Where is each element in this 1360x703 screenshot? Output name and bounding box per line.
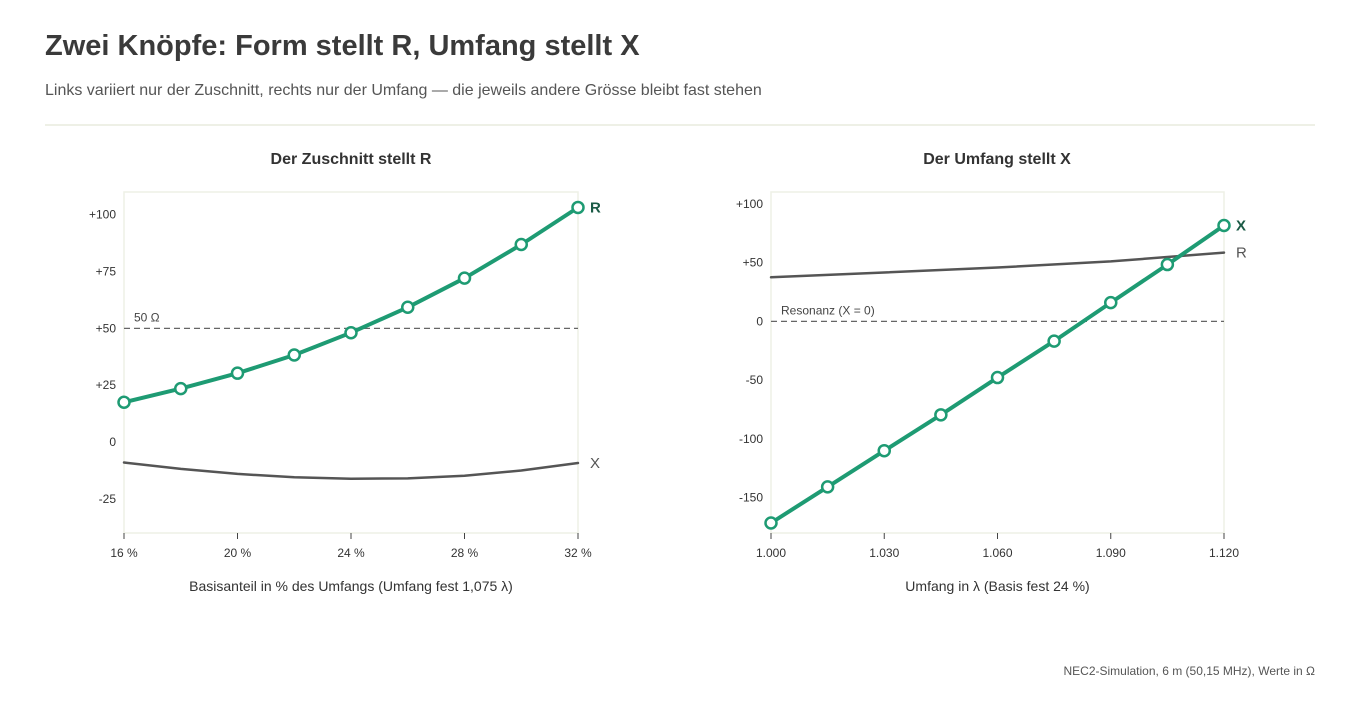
y-tick-label: +50 [743, 256, 764, 270]
data-point-x [990, 370, 1005, 385]
chart-title: Der Zuschnitt stellt R [271, 151, 432, 168]
data-point-x [1047, 334, 1061, 348]
x-tick-label: 1.030 [869, 546, 899, 560]
data-point-r [174, 381, 188, 396]
x-axis-label: Basisanteil in % des Umfangs (Umfang fes… [189, 578, 513, 594]
x-tick-label: 20 % [224, 546, 252, 560]
x-tick-label: 32 % [564, 546, 592, 560]
y-tick-label: -25 [99, 492, 117, 506]
data-point-r [571, 200, 585, 215]
chart-left: Der Zuschnitt stellt R +100 +75 +50 +25 0 -25 1… [89, 151, 601, 594]
reference-line-label: 50 Ω [134, 310, 160, 324]
y-tick-label: +100 [89, 208, 116, 222]
reference-line-label: Resonanz (X = 0) [781, 303, 875, 317]
page-subtitle: Links variiert nur der Zuschnitt, rechts… [45, 82, 762, 99]
series-end-label-r: R [1236, 245, 1247, 262]
series-line-x [122, 461, 580, 480]
y-tick-label: -150 [739, 491, 763, 505]
data-point-r [457, 271, 472, 285]
data-point-r [401, 300, 415, 315]
x-tick-label: 24 % [337, 546, 365, 560]
x-tick-label: 1.120 [1209, 546, 1239, 560]
data-point-x [1217, 218, 1231, 233]
x-axis-label: Umfang in λ (Basis fest 24 %) [905, 578, 1089, 594]
y-tick-label: 0 [109, 435, 116, 449]
x-tick-label: 1.060 [982, 546, 1012, 560]
y-tick-label: -100 [739, 432, 763, 446]
data-point-x [1104, 295, 1118, 310]
y-tick-label: 0 [756, 314, 763, 328]
footer-note: NEC2-Simulation, 6 m (50,15 MHz), Werte … [1063, 664, 1316, 678]
data-point-r [117, 395, 131, 410]
header-divider [45, 124, 1315, 126]
data-point-x [934, 408, 948, 422]
plot-frame [123, 191, 579, 534]
data-point-r [287, 348, 301, 362]
chart-title: Der Umfang stellt X [923, 151, 1071, 168]
y-tick-label: +100 [736, 197, 763, 211]
series-end-label-x: X [1236, 218, 1246, 235]
data-point-x [764, 516, 778, 530]
series-line-r [769, 251, 1226, 279]
series-line-r [122, 205, 580, 405]
data-point-r [344, 325, 358, 340]
y-tick-label: -50 [746, 373, 764, 387]
x-tick-label: 1.090 [1096, 546, 1126, 560]
x-tick-label: 28 % [451, 546, 479, 560]
chart-right: Der Umfang stellt X +100 +50 0 -50 -100 -150 1.… [736, 151, 1247, 594]
page-title: Zwei Knöpfe: Form stellt R, Umfang stell… [45, 30, 640, 62]
data-point-r [514, 237, 528, 252]
data-point-x [820, 480, 835, 494]
x-tick-label: 16 % [110, 546, 138, 560]
data-point-x [1160, 257, 1175, 272]
series-end-label-r: R [590, 199, 601, 216]
series-end-label-x: X [590, 455, 600, 472]
y-tick-label: +50 [96, 321, 117, 335]
y-tick-label: +25 [96, 378, 117, 392]
y-tick-label: +75 [96, 265, 117, 279]
data-point-x [877, 443, 891, 458]
x-tick-label: 1.000 [756, 546, 786, 560]
data-point-r [230, 366, 245, 380]
